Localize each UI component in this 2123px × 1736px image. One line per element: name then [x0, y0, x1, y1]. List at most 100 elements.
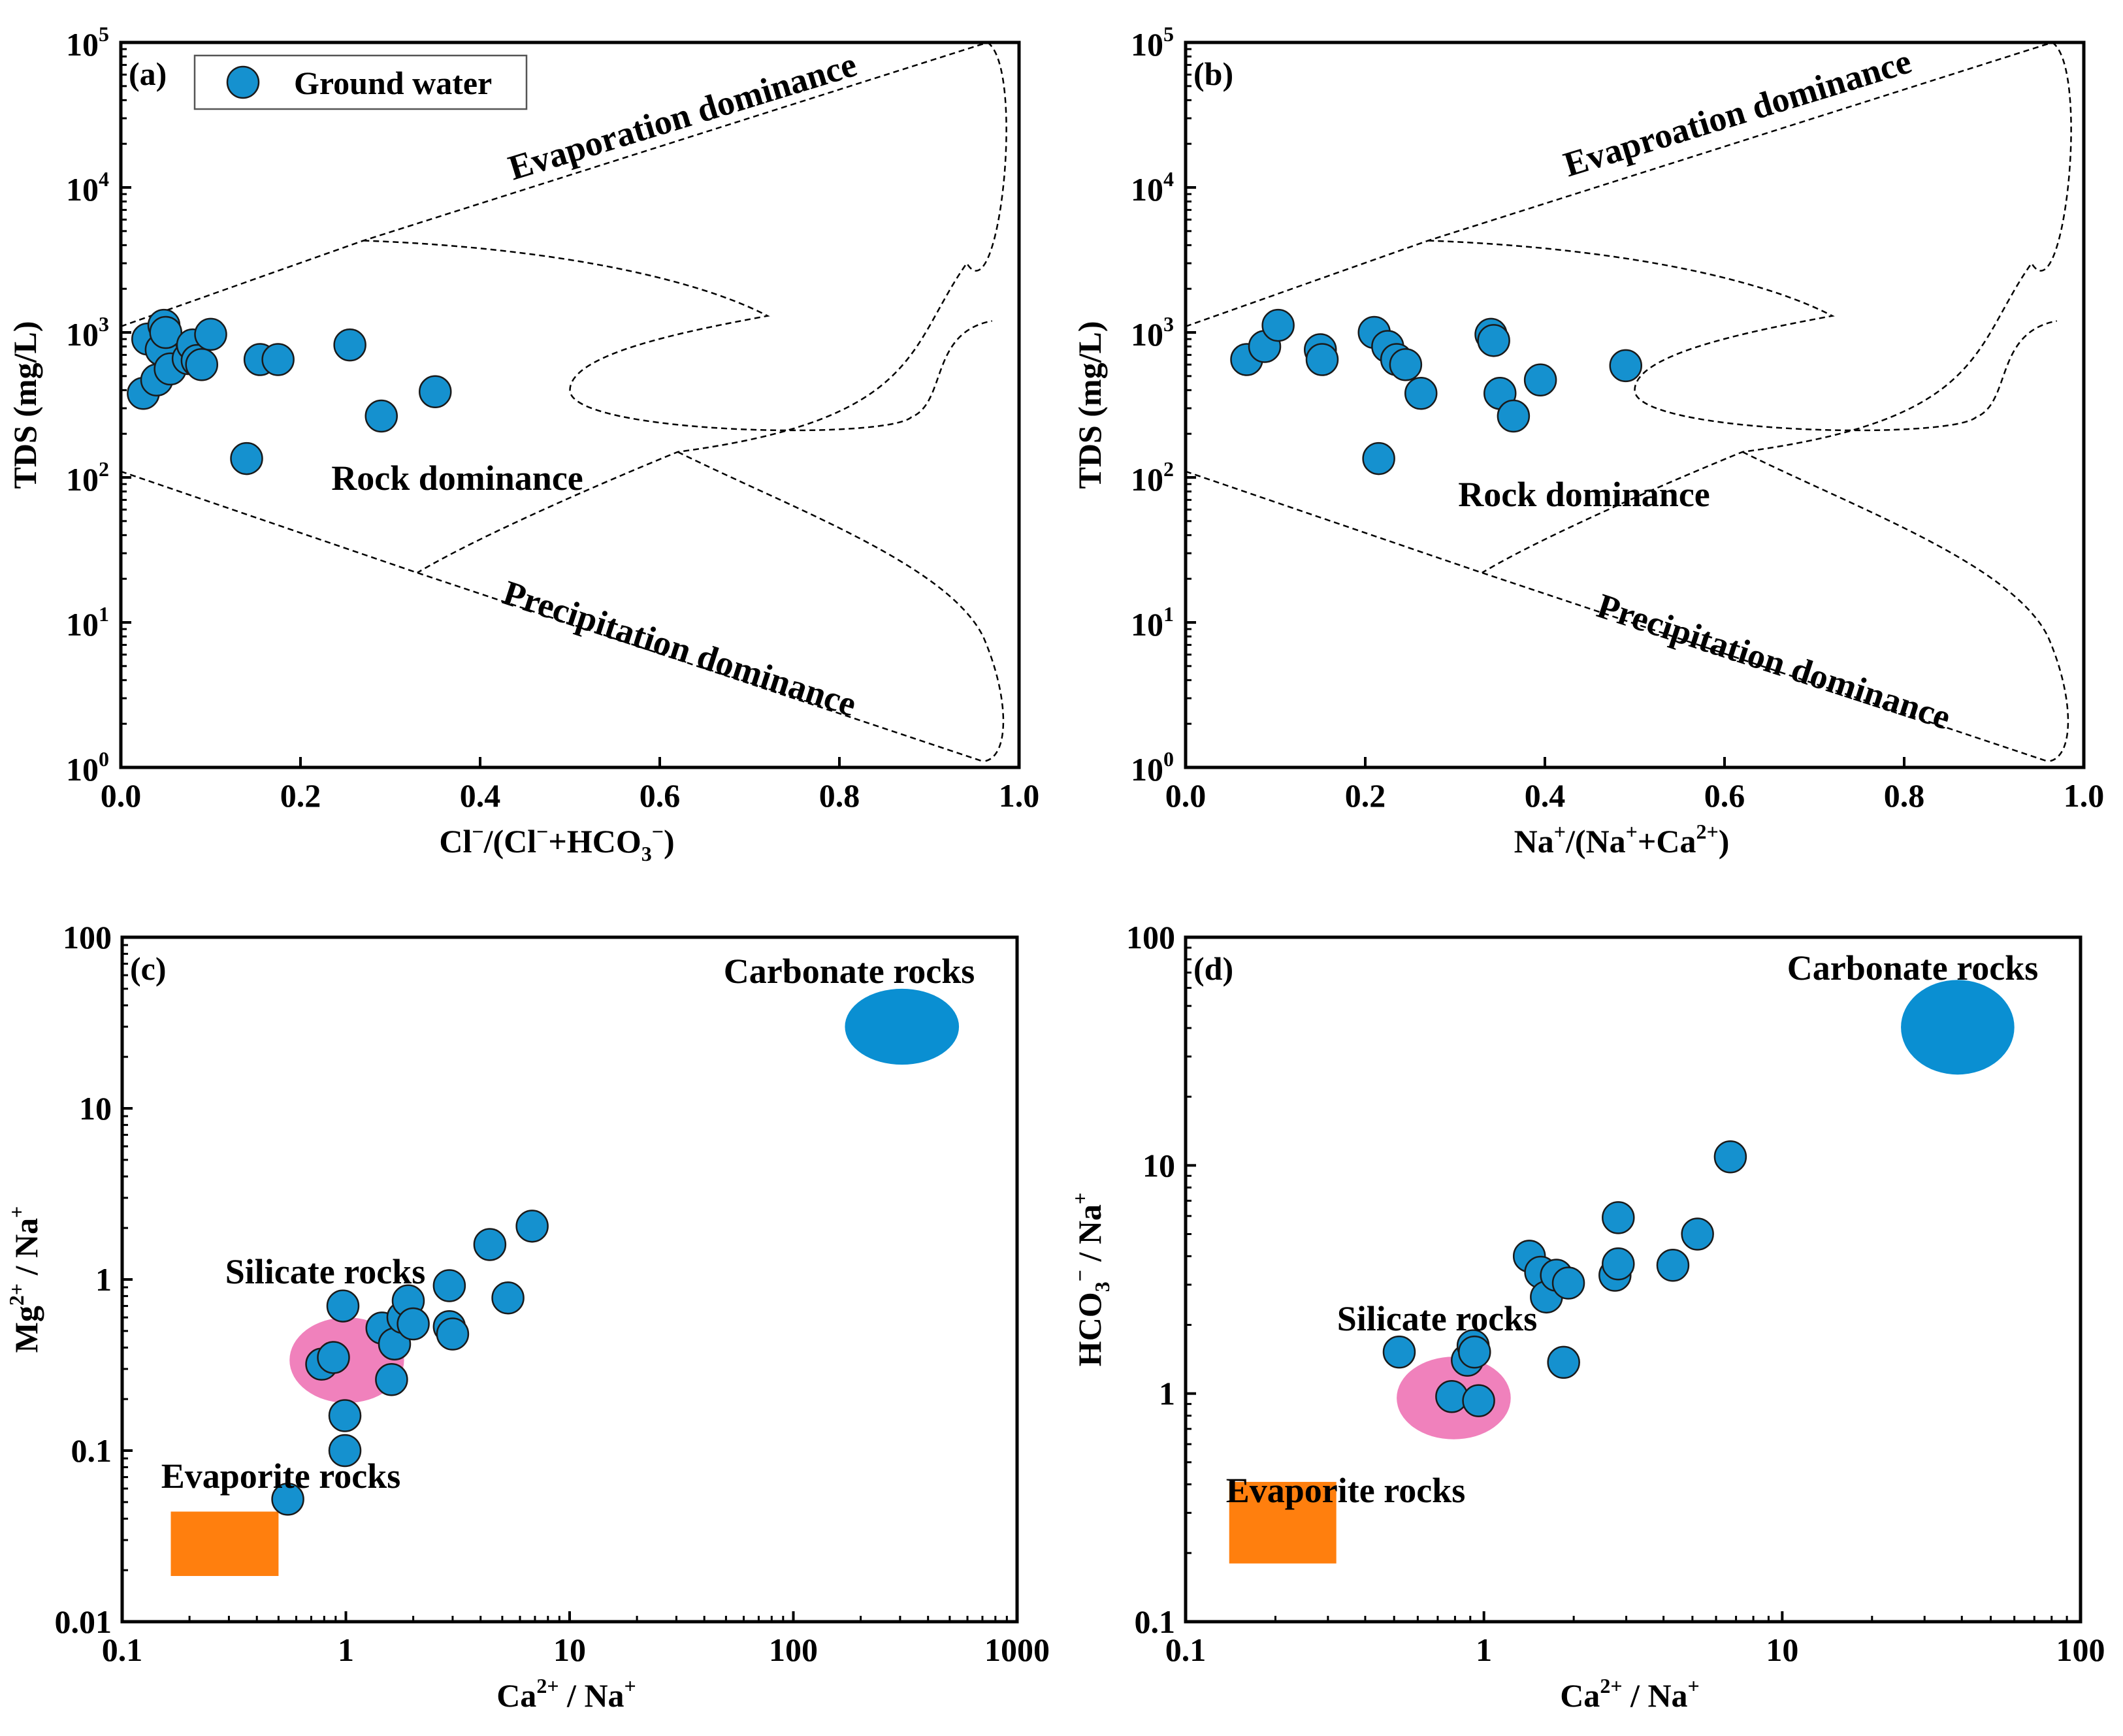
evaporation-label: Evaproation dominance — [1559, 41, 1916, 184]
data-point — [1477, 324, 1510, 357]
data-point — [1602, 1201, 1635, 1234]
y-tick-exponent: 0 — [99, 747, 109, 771]
data-point — [185, 348, 218, 381]
data-point — [1523, 363, 1557, 397]
x-axis-label-part: +Ca — [1638, 823, 1696, 860]
data-point — [328, 1399, 362, 1432]
y-tick-exponent: 3 — [99, 312, 109, 336]
x-tick-label: 0.8 — [819, 777, 860, 814]
data-point — [326, 1289, 360, 1323]
y-tick-exponent: 4 — [99, 167, 109, 191]
precipitation-label: Precipitation dominance — [498, 573, 861, 724]
y-axis-label-part: / Na — [8, 1218, 44, 1283]
panel-label: (b) — [1193, 56, 1233, 92]
y-axis-label-part: + — [1068, 1193, 1092, 1204]
data-point — [230, 442, 263, 475]
x-tick-label: 0.2 — [1345, 777, 1386, 814]
x-tick-label: 10 — [553, 1632, 586, 1668]
data-point — [1551, 1266, 1585, 1300]
data-point — [333, 328, 366, 362]
x-axis-label-part: − — [652, 820, 664, 843]
data-point — [1497, 399, 1531, 433]
x-tick-label: 0.2 — [280, 777, 321, 814]
x-axis-label-part: − — [536, 820, 548, 843]
rock-label: Rock dominance — [331, 458, 583, 498]
x-tick-label: 1.0 — [2064, 777, 2105, 814]
x-axis-label-part: ) — [1719, 823, 1730, 860]
precipitation-boundary — [1186, 470, 2049, 762]
rock-zone-boundary — [1428, 240, 2057, 432]
y-tick-base: 10 — [66, 461, 99, 498]
x-tick-label: 0.0 — [1165, 777, 1207, 814]
x-axis-label-part: Na — [1514, 823, 1554, 860]
y-tick-exponent: 2 — [99, 457, 109, 481]
y-tick-base: 10 — [66, 606, 99, 643]
data-point — [1681, 1217, 1714, 1251]
data-point — [1462, 1384, 1495, 1417]
evaporite-label: Evaporite rocks — [1226, 1471, 1465, 1510]
y-tick-base: 10 — [1131, 316, 1163, 353]
precipitation-label: Precipitation dominance — [1593, 586, 1955, 737]
data-point — [1656, 1248, 1690, 1282]
y-tick-base: 10 — [1131, 751, 1163, 788]
x-tick-label: 0.0 — [101, 777, 142, 814]
data-point — [1389, 348, 1423, 381]
x-tick-label: 1 — [338, 1632, 354, 1668]
data-point — [375, 1363, 408, 1396]
plot-frame — [1184, 40, 2086, 769]
y-tick-base: 10 — [1131, 26, 1163, 63]
data-point — [1404, 377, 1438, 410]
y-axis-label: TDS (mg/L) — [7, 321, 43, 489]
y-tick-label: 104 — [66, 167, 109, 208]
clipped-layer — [1186, 42, 2072, 763]
data-point — [397, 1307, 430, 1341]
y-axis-label-part: 3 — [1090, 1281, 1114, 1292]
y-axis-label-part: Mg — [8, 1306, 44, 1353]
data-point — [149, 315, 182, 349]
x-axis-label-part: 2+ — [536, 1674, 559, 1697]
data-point — [328, 1434, 362, 1468]
y-tick-label: 105 — [1131, 22, 1174, 63]
x-tick-label: 0.8 — [1884, 777, 1925, 814]
x-tick-label: 1 — [1476, 1632, 1492, 1668]
evaporation-label: Evaporation dominance — [504, 44, 861, 187]
data-point — [1458, 1335, 1491, 1369]
evaporite-label: Evaporite rocks — [161, 1456, 400, 1496]
precipitation-boundary — [121, 470, 984, 762]
x-axis-label-part: + — [1626, 820, 1638, 843]
panel-label: (a) — [129, 56, 167, 92]
data-point — [432, 1269, 466, 1302]
data-point — [1713, 1140, 1747, 1174]
y-tick-base: 10 — [1131, 171, 1163, 208]
x-tick-label: 100 — [769, 1632, 818, 1668]
y-tick-exponent: 3 — [1163, 312, 1174, 336]
y-tick-label: 104 — [1131, 167, 1174, 208]
x-axis-label-part: /(Cl — [483, 823, 537, 860]
outer-envelope-upper — [417, 42, 1007, 574]
x-axis-label: Ca2+ / Na+ — [1560, 1674, 1700, 1714]
y-tick-label: 100 — [1126, 919, 1175, 956]
data-point — [1609, 349, 1642, 383]
x-tick-label: 1.0 — [999, 777, 1040, 814]
data-point — [271, 1483, 304, 1516]
data-point — [419, 375, 452, 409]
outer-envelope-lower — [677, 451, 1005, 763]
y-tick-base: 10 — [66, 316, 99, 353]
y-tick-label: 103 — [1131, 312, 1174, 353]
y-tick-base: 10 — [1131, 461, 1163, 498]
legend-marker — [226, 65, 260, 99]
x-axis-label: Na+/(Na++Ca2+) — [1514, 820, 1730, 860]
x-tick-label: 1000 — [984, 1632, 1050, 1668]
y-tick-label: 101 — [66, 602, 109, 643]
carbonate-label: Carbonate rocks — [724, 952, 975, 991]
x-axis-label-part: + — [1554, 820, 1566, 843]
y-tick-label: 10 — [79, 1090, 112, 1127]
plot-frame — [1184, 935, 2082, 1624]
y-axis-label: Mg2+ / Na+ — [5, 1206, 44, 1353]
x-tick-label: 0.6 — [640, 777, 681, 814]
x-axis-label-part: ) — [664, 823, 675, 860]
y-tick-base: 10 — [1131, 606, 1163, 643]
x-tick-label: 0.4 — [460, 777, 501, 814]
